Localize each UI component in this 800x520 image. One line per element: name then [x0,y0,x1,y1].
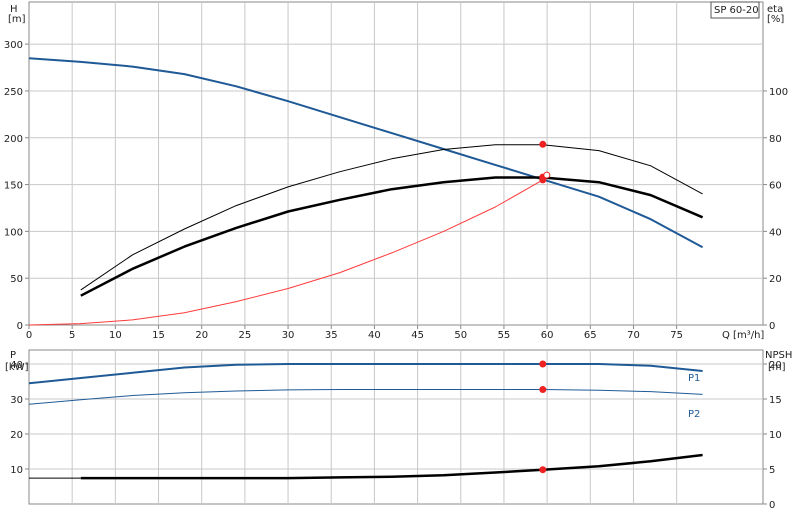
npsh-axis-label: NPSH [765,350,792,361]
h-tick-label: 0 [17,321,23,332]
top-plot-frame [28,1,764,326]
x-tick-label: 55 [498,330,511,341]
x-tick-label: 25 [239,330,252,341]
h-unit-label: [m] [8,14,26,25]
h-axis-label: H [10,4,18,15]
x-tick-label: 40 [368,330,381,341]
p-tick-label: 10 [10,465,23,476]
npsh-tick-label: 10 [769,430,782,441]
eta-tick-label: 20 [769,274,782,285]
eta-tick-label: 60 [769,181,782,192]
top-series-line-3 [80,176,704,297]
operating-point-marker [539,140,547,148]
p-tick-label: 20 [10,430,23,441]
x-tick-label: 0 [26,330,32,341]
bottom-series-line-0 [28,363,703,385]
duty-point-hollow-marker [543,171,551,179]
p-unit-label: [kW] [5,362,29,373]
p1-series-label: P1 [688,373,700,384]
top-series-line-0 [28,57,704,249]
bottom-operating-point-marker [539,360,547,368]
bottom-series-line-2 [80,453,703,480]
npsh-tick-label: 15 [769,395,782,406]
x-tick-label: 30 [282,330,295,341]
h-tick-label: 50 [10,274,23,285]
eta-tick-label: 0 [769,321,775,332]
bottom-operating-point-marker [539,466,547,474]
eta-tick-label: 100 [769,87,788,98]
x-tick-label: 45 [411,330,424,341]
operating-point-marker [539,176,547,184]
eta-unit-label: [%] [767,14,784,25]
product-label: SP 60-20 [714,5,759,16]
x-tick-label: 10 [109,330,122,341]
bottom-series-line-1 [28,389,703,405]
p-axis-label: P [10,350,16,361]
q-axis-label: Q [m³/h] [722,330,764,341]
p-tick-label: 30 [10,395,23,406]
h-tick-label: 300 [4,40,23,51]
p2-series-label: P2 [688,409,700,420]
h-tick-label: 200 [4,134,23,145]
x-tick-label: 75 [670,330,683,341]
bottom-series-group [28,360,703,480]
npsh-tick-label: 20 [769,360,782,371]
x-tick-label: 70 [627,330,640,341]
x-tick-label: 60 [541,330,554,341]
p-tick-label: 40 [10,360,23,371]
h-tick-label: 250 [4,87,23,98]
eta-tick-label: 80 [769,134,782,145]
x-tick-label: 50 [454,330,467,341]
top-series-group [28,57,704,326]
x-tick-label: 5 [69,330,75,341]
eta-axis-label: eta [767,4,783,15]
h-tick-label: 150 [4,181,23,192]
bottom-operating-point-marker [539,386,547,394]
top-series-line-2 [80,144,703,291]
top-grid: 0 5 10 15 20 25 30 35 40 45 50 55 60 65 70 75 0 50 100 150 2… [4,1,788,341]
npsh-tick-label: 0 [769,500,775,511]
top-series-line-1 [28,179,544,326]
x-tick-label: 15 [152,330,165,341]
product-label-box [710,1,760,19]
eta-tick-label: 40 [769,227,782,238]
x-tick-label: 20 [195,330,208,341]
npsh-unit-label: [m] [768,362,786,373]
h-tick-label: 100 [4,227,23,238]
npsh-tick-label: 5 [769,465,775,476]
x-tick-label: 35 [325,330,338,341]
x-tick-label: 65 [584,330,597,341]
